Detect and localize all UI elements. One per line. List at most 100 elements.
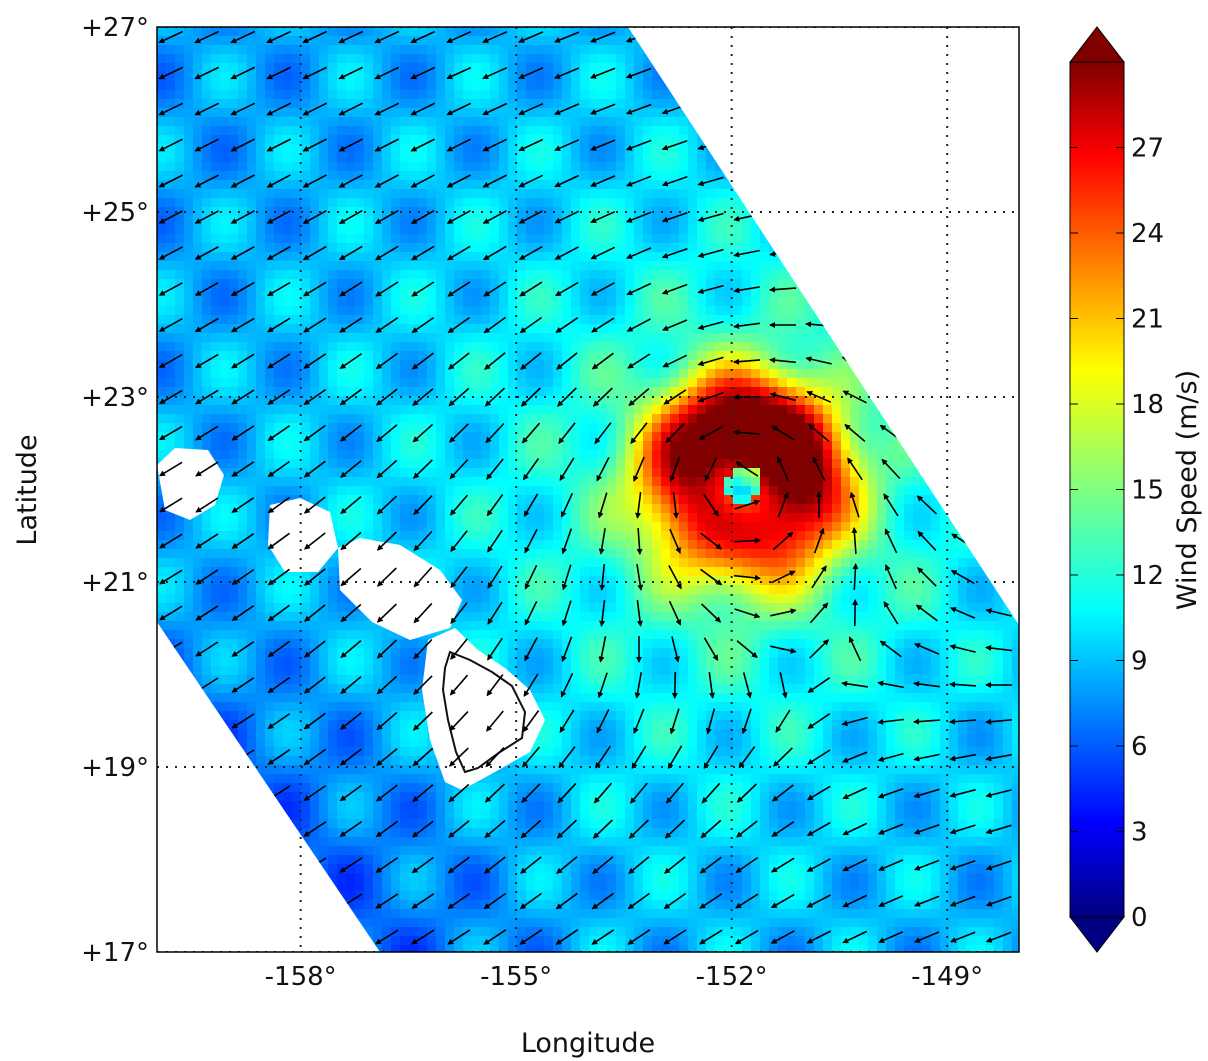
wind-speed-cell [958,387,968,397]
wind-speed-cell [634,396,644,406]
wind-speed-cell [490,216,500,226]
wind-speed-cell [373,153,383,163]
wind-speed-cell [976,63,986,73]
wind-speed-cell [436,45,446,55]
wind-speed-cell [202,54,212,64]
wind-speed-cell [778,117,788,127]
wind-speed-cell [652,135,662,145]
wind-speed-cell [904,477,914,487]
wind-speed-cell [787,63,797,73]
wind-speed-cell [625,45,635,55]
wind-speed-cell [814,234,824,244]
wind-speed-cell [994,432,1004,442]
wind-speed-cell [382,423,392,433]
wind-speed-cell [373,378,383,388]
wind-speed-cell [967,414,977,424]
wind-speed-cell [373,171,383,181]
wind-speed-cell [976,369,986,379]
wind-speed-cell [1012,459,1019,469]
wind-speed-cell [742,270,752,280]
wind-speed-cell [229,189,239,199]
wind-speed-cell [760,144,770,154]
wind-speed-cell [571,162,581,172]
wind-speed-cell [301,243,311,253]
wind-speed-cell [382,198,392,208]
wind-speed-cell [742,243,752,253]
wind-speed-cell [715,441,725,451]
wind-speed-cell [697,297,707,307]
wind-speed-cell [670,234,680,244]
wind-speed-cell [490,207,500,217]
wind-speed-cell [832,261,842,271]
wind-speed-cell [157,153,167,163]
wind-speed-cell [823,135,833,145]
wind-speed-cell [931,162,941,172]
wind-speed-cell [832,180,842,190]
wind-speed-cell [1012,450,1019,460]
wind-speed-cell [211,234,221,244]
wind-speed-cell [805,216,815,226]
wind-speed-cell [958,468,968,478]
wind-speed-cell [490,288,500,298]
wind-speed-cell [643,252,653,262]
wind-speed-cell [679,99,689,109]
wind-speed-cell [193,54,203,64]
wind-speed-cell [247,162,257,172]
wind-speed-cell [850,315,860,325]
wind-speed-cell [823,477,833,487]
wind-speed-cell [517,207,527,217]
wind-speed-cell [427,486,437,496]
wind-speed-cell [769,162,779,172]
wind-speed-cell [535,36,545,46]
wind-speed-cell [544,261,554,271]
wind-speed-cell [409,81,419,91]
wind-speed-cell [373,189,383,199]
wind-speed-cell [580,135,590,145]
wind-speed-cell [301,135,311,145]
wind-speed-cell [517,27,527,37]
wind-speed-cell [949,135,959,145]
wind-speed-cell [328,243,338,253]
wind-speed-cell [688,423,698,433]
wind-speed-cell [688,180,698,190]
wind-speed-cell [634,261,644,271]
wind-speed-cell [472,324,482,334]
wind-speed-cell [571,288,581,298]
wind-speed-cell [310,396,320,406]
wind-speed-cell [580,342,590,352]
wind-speed-cell [535,477,545,487]
wind-speed-cell [868,180,878,190]
wind-speed-cell [913,90,923,100]
wind-speed-cell [499,378,509,388]
wind-speed-cell [895,387,905,397]
wind-speed-cell [517,351,527,361]
wind-speed-cell [760,324,770,334]
wind-speed-cell [958,81,968,91]
wind-speed-cell [679,216,689,226]
wind-speed-cell [427,216,437,226]
wind-speed-cell [175,99,185,109]
wind-speed-cell [328,369,338,379]
wind-speed-cell [589,450,599,460]
wind-speed-cell [742,333,752,343]
wind-speed-cell [733,54,743,64]
wind-speed-cell [868,171,878,181]
wind-speed-cell [553,459,563,469]
wind-speed-cell [373,54,383,64]
wind-speed-cell [733,396,743,406]
wind-speed-cell [535,63,545,73]
wind-speed-cell [859,378,869,388]
wind-speed-cell [778,279,788,289]
wind-speed-cell [157,135,167,145]
wind-speed-cell [436,468,446,478]
wind-speed-cell [661,198,671,208]
wind-speed-cell [742,360,752,370]
wind-speed-cell [436,297,446,307]
wind-speed-cell [166,234,176,244]
wind-speed-cell [661,135,671,145]
wind-speed-cell [841,198,851,208]
wind-speed-cell [634,243,644,253]
wind-speed-cell [652,360,662,370]
wind-speed-cell [967,225,977,235]
wind-speed-cell [832,450,842,460]
